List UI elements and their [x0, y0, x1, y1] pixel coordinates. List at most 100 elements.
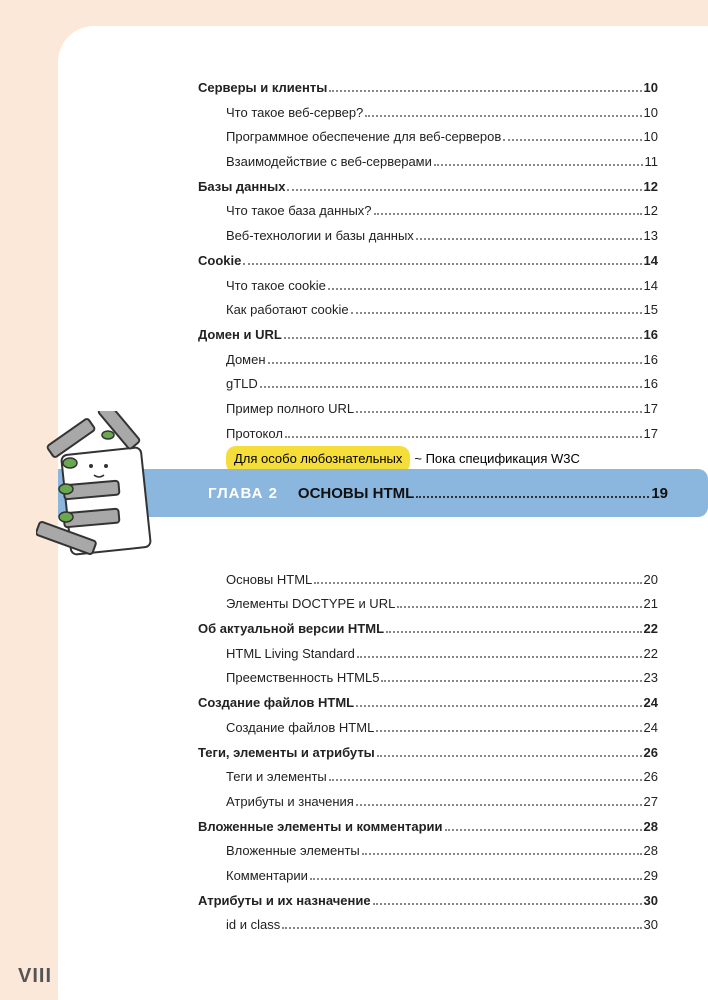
leader-dots	[416, 238, 642, 240]
leader-dots	[434, 164, 643, 166]
toc-before-chapter: Серверы и клиенты 10Что такое веб-сервер?…	[198, 76, 658, 446]
leader-dots	[268, 362, 642, 364]
toc-page-number: 14	[644, 249, 658, 274]
toc-subitem: Создание файлов HTML 24	[198, 716, 658, 741]
toc-subitem: Что такое веб-сервер?10	[198, 101, 658, 126]
toc-page-number: 10	[644, 76, 658, 101]
leader-dots	[329, 90, 641, 92]
toc-section: Создание файлов HTML 24	[198, 691, 658, 716]
toc-section: Вложенные элементы и комментарии 28	[198, 815, 658, 840]
toc-title: Вложенные элементы	[226, 839, 360, 864]
toc-subitem: Взаимодействие с веб-серверами11	[198, 150, 658, 175]
toc-page-number: 28	[644, 839, 658, 864]
leader-dots	[376, 730, 641, 732]
toc-page-number: 28	[644, 815, 658, 840]
toc-page-number: 22	[644, 617, 658, 642]
toc-page-number: 26	[644, 765, 658, 790]
leader-dots	[381, 680, 641, 682]
toc-subitem: Как работают cookie 15	[198, 298, 658, 323]
leader-dots	[284, 337, 642, 339]
toc-page-number: 16	[644, 348, 658, 373]
leader-dots	[365, 115, 641, 117]
toc-page-number: 29	[644, 864, 658, 889]
leader-dots	[356, 411, 641, 413]
toc-page-number: 14	[644, 274, 658, 299]
toc-title: Основы HTML	[226, 568, 312, 593]
toc-section: Серверы и клиенты 10	[198, 76, 658, 101]
leader-dots	[285, 436, 642, 438]
page-card: Серверы и клиенты 10Что такое веб-сервер?…	[58, 26, 708, 1000]
toc-title: Серверы и клиенты	[198, 76, 327, 101]
leader-dots	[503, 139, 641, 141]
toc-after-chapter: Основы HTML20Элементы DOCTYPE и URL21Об …	[198, 568, 658, 938]
leader-dots	[282, 927, 641, 929]
toc-subitem: Что такое база данных?12	[198, 199, 658, 224]
toc-title: gTLD	[226, 372, 258, 397]
toc-title: Как работают cookie	[226, 298, 349, 323]
toc-subitem: HTML Living Standard22	[198, 642, 658, 667]
toc-page-number: 17	[644, 397, 658, 422]
leader-dots	[386, 631, 642, 633]
leader-dots	[356, 705, 641, 707]
toc-title: Программное обеспечение для веб-серверов	[226, 125, 501, 150]
leader-dots	[314, 582, 641, 584]
toc-title: Что такое cookie	[226, 274, 326, 299]
toc-section: Атрибуты и их назначение30	[198, 889, 658, 914]
toc-title: Веб-технологии и базы данных	[226, 224, 414, 249]
leader-dots	[356, 804, 642, 806]
toc-subitem: Вложенные элементы 28	[198, 839, 658, 864]
toc-subitem: id и class30	[198, 913, 658, 938]
toc-subitem: Преемственность HTML523	[198, 666, 658, 691]
toc-subitem: Что такое cookie 14	[198, 274, 658, 299]
toc-title: Атрибуты и значения	[226, 790, 354, 815]
toc-title: Что такое база данных?	[226, 199, 372, 224]
leader-dots	[328, 288, 642, 290]
leader-dots	[310, 878, 642, 880]
toc-subitem: Элементы DOCTYPE и URL21	[198, 592, 658, 617]
toc-title: Cookie	[198, 249, 241, 274]
toc-page-number: 15	[644, 298, 658, 323]
leader-dots	[351, 312, 642, 314]
toc-title: Вложенные элементы и комментарии	[198, 815, 443, 840]
toc-page-number: 30	[644, 913, 658, 938]
toc-subitem: Основы HTML20	[198, 568, 658, 593]
toc-title: Пример полного URL	[226, 397, 354, 422]
toc-page-number: 11	[645, 150, 659, 175]
toc-title: Базы данных	[198, 175, 285, 200]
page-number: VIII	[18, 965, 52, 988]
toc-section: Домен и URL16	[198, 323, 658, 348]
leader-dots	[397, 606, 641, 608]
toc-subitem: Протокол17	[198, 422, 658, 447]
toc-title: Атрибуты и их назначение	[198, 889, 371, 914]
toc-title: Создание файлов HTML	[226, 716, 374, 741]
leader-dots	[260, 386, 642, 388]
toc-title: Домен	[226, 348, 266, 373]
toc-page-number: 24	[644, 716, 658, 741]
leader-dots	[374, 213, 642, 215]
leader-dots	[287, 189, 641, 191]
leader-dots	[243, 263, 641, 265]
toc-page-number: 16	[644, 372, 658, 397]
toc-title: Создание файлов HTML	[198, 691, 354, 716]
toc-page-number: 24	[644, 691, 658, 716]
toc-page-number: 13	[644, 224, 658, 249]
toc-subitem: Теги и элементы26	[198, 765, 658, 790]
toc-page-number: 16	[644, 323, 658, 348]
toc-page-number: 10	[644, 101, 658, 126]
toc-title: Комментарии	[226, 864, 308, 889]
leader-dots	[416, 496, 649, 498]
toc-title: Об актуальной версии HTML	[198, 617, 384, 642]
toc-page-number: 27	[644, 790, 658, 815]
decorative-illustration	[36, 411, 176, 591]
toc-page-number: 21	[644, 592, 658, 617]
chapter-page: 19	[651, 485, 668, 502]
toc-section: Об актуальной версии HTML 22	[198, 617, 658, 642]
chapter-title: ОСНОВЫ HTML	[298, 485, 414, 502]
toc-subitem: Атрибуты и значения 27	[198, 790, 658, 815]
toc-subitem: Домен 16	[198, 348, 658, 373]
chapter-label: ГЛАВА 2	[208, 485, 278, 502]
toc-page-number: 12	[644, 175, 658, 200]
leader-dots	[373, 903, 642, 905]
toc-section: Теги, элементы и атрибуты26	[198, 741, 658, 766]
toc-section: Базы данных 12	[198, 175, 658, 200]
